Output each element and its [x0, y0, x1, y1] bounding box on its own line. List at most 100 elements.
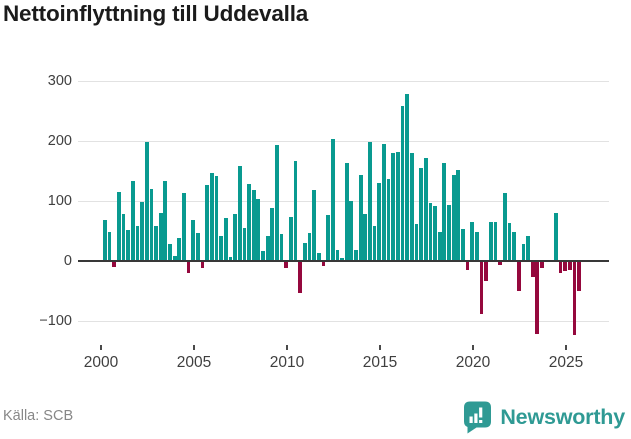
bar-2001Q2 [126, 230, 131, 260]
bar-2017Q2 [423, 158, 428, 260]
bar-2005Q4 [209, 172, 214, 260]
bar-2011Q3 [316, 253, 321, 260]
bar-2018Q2 [442, 163, 447, 260]
bar-2004Q1 [177, 237, 182, 260]
x-axis-tick-2005 [193, 345, 195, 350]
bar-2008Q1 [251, 190, 256, 260]
bar-2007Q4 [247, 183, 251, 260]
bar-2009Q1 [270, 208, 275, 260]
x-axis-label-2005: 2005 [176, 354, 212, 371]
bar-2023Q2 [535, 262, 540, 335]
zero-baseline [78, 259, 609, 263]
x-axis-tick-2020 [472, 345, 474, 350]
x-axis-tick-2010 [286, 345, 288, 350]
bar-2015Q3 [391, 152, 396, 260]
gridline--100 [78, 321, 609, 322]
bar-2021Q1 [493, 221, 498, 260]
bar-2000Q4 [116, 191, 121, 260]
bar-2017Q3 [428, 203, 433, 260]
bar-2005Q3 [205, 184, 210, 260]
bar-2003Q3 [168, 243, 172, 260]
bar-2006Q4 [228, 257, 233, 260]
bar-2001Q1 [121, 214, 126, 260]
bar-2024Q3 [558, 262, 563, 274]
x-axis-label-2000: 2000 [83, 354, 119, 371]
gridline-200 [78, 141, 609, 142]
bar-2018Q3 [447, 205, 451, 260]
bar-2021Q4 [507, 223, 512, 260]
bar-2002Q4 [154, 226, 158, 260]
bar-2010Q4 [302, 242, 307, 260]
bar-2005Q2 [200, 262, 205, 268]
bar-2016Q3 [409, 152, 414, 260]
y-axis-label-200: 200 [47, 133, 72, 149]
bar-2017Q1 [419, 167, 423, 260]
bar-2020Q2 [479, 262, 484, 315]
bar-2007Q1 [233, 213, 237, 260]
y-axis-label--100: −100 [39, 313, 72, 329]
bar-2009Q2 [275, 144, 279, 260]
y-axis-label-100: 100 [47, 193, 72, 209]
bar-2004Q4 [191, 219, 196, 260]
x-axis-label-2010: 2010 [269, 354, 305, 371]
bar-2022Q4 [526, 236, 530, 260]
x-axis-label-2015: 2015 [362, 354, 398, 371]
bar-2016Q1 [400, 105, 405, 260]
source-label: Källa: SCB [3, 408, 74, 424]
bar-2014Q2 [368, 141, 372, 260]
bar-2001Q3 [130, 180, 135, 260]
bar-2025Q3 [577, 262, 582, 292]
bar-2019Q3 [465, 262, 470, 271]
x-axis-tick-2015 [379, 345, 381, 350]
bar-2025Q1 [568, 262, 572, 271]
bar-2019Q2 [461, 229, 465, 260]
gridline-100 [78, 201, 609, 202]
bar-2018Q1 [437, 232, 442, 260]
bar-2012Q2 [330, 138, 335, 260]
bar-2012Q3 [335, 249, 340, 260]
bar-2015Q2 [386, 178, 391, 260]
bar-2021Q2 [498, 262, 503, 266]
bar-2011Q4 [321, 262, 326, 267]
bar-2009Q3 [279, 233, 284, 260]
bar-2004Q3 [186, 262, 191, 274]
bar-2015Q4 [395, 152, 400, 260]
bar-2003Q2 [163, 180, 168, 260]
bar-2001Q4 [135, 225, 140, 260]
bar-2013Q3 [354, 249, 358, 260]
bar-2010Q1 [289, 217, 293, 260]
bar-2020Q1 [475, 232, 479, 260]
bar-2007Q2 [237, 165, 242, 260]
bar-2015Q1 [382, 143, 386, 260]
bar-2008Q2 [256, 198, 261, 260]
bar-2010Q3 [298, 262, 303, 294]
bar-2019Q4 [470, 221, 475, 260]
bar-2014Q4 [377, 182, 382, 260]
bar-2024Q2 [554, 212, 558, 260]
bar-2022Q3 [521, 243, 526, 260]
bar-2023Q3 [540, 262, 544, 268]
bar-2005Q1 [196, 233, 200, 260]
bar-2002Q1 [140, 202, 144, 260]
bar-2000Q2 [107, 232, 112, 260]
x-axis-label-2020: 2020 [455, 354, 491, 371]
bar-2019Q1 [456, 169, 461, 260]
bar-2021Q3 [502, 193, 507, 260]
bar-2000Q3 [112, 262, 117, 268]
bar-2002Q3 [149, 188, 154, 260]
bar-2013Q4 [358, 174, 363, 260]
newsworthy-brand-name: Newsworthy [500, 404, 625, 429]
bar-2007Q3 [242, 227, 247, 260]
bar-2020Q4 [488, 221, 493, 260]
newsworthy-icon [464, 401, 492, 434]
y-axis-label-300: 300 [47, 73, 72, 89]
bar-2022Q1 [512, 231, 516, 260]
bar-2018Q4 [451, 174, 456, 260]
bar-2000Q1 [103, 219, 107, 260]
newsworthy-logo-link[interactable]: Newsworthy [462, 399, 625, 435]
bar-2013Q2 [349, 200, 354, 260]
x-axis-label-2025: 2025 [548, 354, 584, 371]
bar-2022Q2 [516, 262, 521, 292]
bar-2006Q2 [219, 235, 224, 260]
